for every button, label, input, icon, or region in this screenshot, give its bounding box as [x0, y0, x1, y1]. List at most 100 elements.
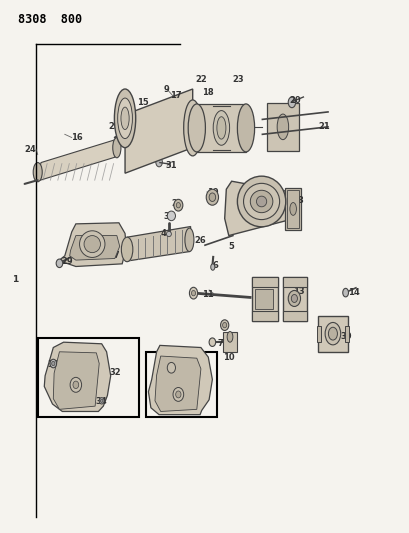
Ellipse shape — [324, 322, 340, 345]
Ellipse shape — [237, 104, 254, 152]
Polygon shape — [155, 356, 200, 411]
Ellipse shape — [114, 89, 135, 148]
Ellipse shape — [73, 381, 79, 389]
Text: 29: 29 — [62, 257, 73, 265]
Ellipse shape — [184, 228, 193, 252]
Ellipse shape — [256, 196, 266, 207]
Ellipse shape — [289, 203, 296, 215]
Text: 26: 26 — [194, 237, 205, 245]
Bar — [266, 103, 299, 151]
Text: 23: 23 — [231, 76, 243, 84]
Ellipse shape — [173, 387, 183, 401]
Bar — [282, 277, 306, 321]
Ellipse shape — [191, 290, 195, 296]
Ellipse shape — [209, 193, 215, 201]
Text: 22: 22 — [115, 113, 126, 122]
Ellipse shape — [206, 189, 218, 205]
Text: 2: 2 — [171, 199, 177, 208]
Ellipse shape — [243, 183, 279, 220]
Text: 18: 18 — [202, 88, 213, 97]
Ellipse shape — [33, 163, 42, 182]
Text: 20: 20 — [289, 96, 300, 104]
Text: 16: 16 — [71, 133, 83, 142]
Bar — [286, 190, 299, 228]
Ellipse shape — [249, 190, 272, 213]
Ellipse shape — [121, 107, 129, 130]
Text: 15: 15 — [137, 98, 148, 107]
Polygon shape — [125, 89, 192, 173]
Bar — [38, 338, 139, 417]
Text: 11: 11 — [202, 290, 213, 298]
Bar — [252, 277, 277, 321]
Bar — [282, 277, 306, 287]
Ellipse shape — [176, 203, 180, 208]
Text: 4: 4 — [160, 229, 166, 238]
Text: 19: 19 — [206, 189, 218, 197]
Ellipse shape — [167, 211, 175, 221]
Text: 3: 3 — [163, 212, 169, 221]
Text: 6: 6 — [212, 261, 218, 270]
Ellipse shape — [50, 359, 56, 368]
Ellipse shape — [99, 398, 104, 404]
Bar — [223, 332, 236, 352]
Text: 35: 35 — [165, 378, 177, 387]
Ellipse shape — [290, 294, 297, 303]
Text: 31: 31 — [165, 161, 177, 169]
Bar — [317, 316, 348, 352]
Text: 5: 5 — [228, 242, 234, 251]
Ellipse shape — [342, 288, 348, 297]
Text: 21: 21 — [317, 123, 329, 131]
Bar — [284, 188, 301, 230]
Text: 10: 10 — [222, 353, 234, 361]
Ellipse shape — [328, 327, 337, 340]
Ellipse shape — [56, 259, 63, 268]
Text: 30: 30 — [340, 333, 351, 341]
Ellipse shape — [70, 377, 81, 392]
Ellipse shape — [100, 399, 103, 402]
Bar — [145, 352, 217, 417]
Ellipse shape — [222, 322, 226, 328]
Ellipse shape — [209, 338, 215, 346]
Ellipse shape — [79, 231, 105, 257]
Text: 17: 17 — [170, 92, 182, 100]
Polygon shape — [70, 236, 119, 260]
Polygon shape — [196, 104, 245, 152]
Text: 13: 13 — [293, 287, 304, 296]
Ellipse shape — [220, 320, 228, 330]
Bar — [254, 289, 273, 309]
Ellipse shape — [117, 98, 132, 139]
Text: 12: 12 — [255, 294, 267, 303]
Ellipse shape — [288, 97, 295, 108]
Ellipse shape — [183, 100, 201, 156]
Ellipse shape — [189, 287, 197, 299]
Text: 7: 7 — [217, 339, 223, 348]
Ellipse shape — [237, 176, 285, 227]
Ellipse shape — [216, 117, 225, 139]
Ellipse shape — [112, 138, 121, 158]
Bar — [282, 311, 306, 321]
Ellipse shape — [288, 290, 300, 306]
Text: 1: 1 — [12, 276, 19, 284]
Text: 27: 27 — [108, 252, 119, 260]
Ellipse shape — [213, 111, 229, 146]
Polygon shape — [44, 342, 110, 411]
Text: 8308  800: 8308 800 — [18, 13, 82, 26]
Text: 34: 34 — [96, 398, 107, 406]
Ellipse shape — [166, 231, 171, 237]
Polygon shape — [126, 227, 190, 261]
Text: 28: 28 — [292, 196, 303, 205]
Ellipse shape — [167, 362, 175, 373]
Ellipse shape — [175, 391, 180, 398]
Ellipse shape — [173, 199, 182, 211]
Text: 8: 8 — [221, 322, 227, 330]
Text: 22: 22 — [195, 76, 206, 84]
Ellipse shape — [227, 332, 232, 342]
Text: 25: 25 — [108, 123, 119, 131]
Ellipse shape — [210, 264, 214, 270]
Ellipse shape — [155, 157, 162, 167]
Polygon shape — [61, 223, 126, 266]
Ellipse shape — [276, 114, 288, 140]
Bar — [316, 326, 320, 342]
Text: 24: 24 — [25, 145, 36, 154]
Text: 14: 14 — [347, 288, 358, 296]
